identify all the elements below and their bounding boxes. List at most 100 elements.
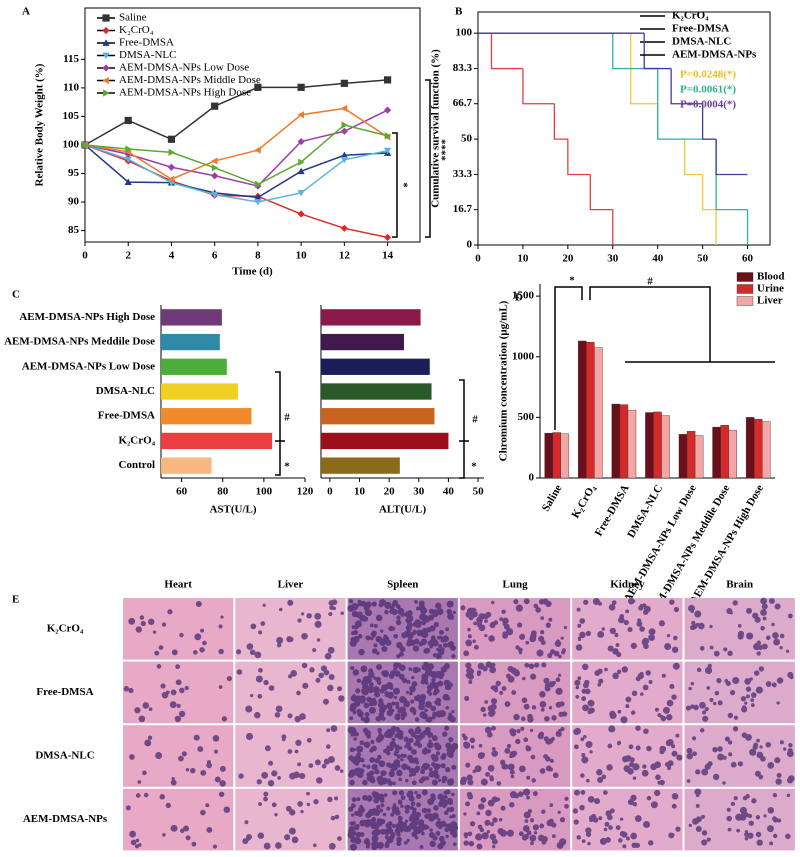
legend-swatch: [736, 296, 754, 306]
y-tick-label: 0: [467, 239, 473, 251]
data-point: [211, 102, 219, 110]
y-tick-label: 95: [68, 167, 80, 179]
y-tick-label: 50: [461, 133, 473, 145]
bar: [161, 333, 220, 351]
step-segment: [589, 174, 613, 211]
bar: [321, 333, 404, 351]
y-tick-label: 100: [63, 139, 80, 151]
data-point: [125, 145, 132, 153]
y-tick-label: 90: [68, 196, 80, 208]
bar: [586, 342, 595, 479]
bar: [678, 434, 688, 479]
significance-bracket: [392, 132, 398, 238]
panel-label: D: [515, 292, 523, 304]
x-tick-label: 60: [176, 486, 188, 498]
step-segment: [643, 33, 672, 70]
significance-bracket: [554, 286, 583, 430]
row-label: Free-DMSA: [36, 686, 93, 698]
plot-frame: [84, 7, 421, 243]
bar: [321, 432, 449, 450]
y-axis-label: Chromium concentration (μg/mL): [498, 300, 510, 461]
bar: [544, 432, 553, 479]
y-tick-label: 100: [456, 27, 473, 39]
legend-label: DMSA-NLC: [119, 49, 176, 61]
bar: [321, 408, 435, 425]
bar: [627, 409, 637, 479]
bar: [653, 411, 662, 479]
bar: [594, 347, 603, 479]
legend-marker: [102, 14, 110, 22]
data-point: [254, 193, 262, 201]
annotation: P=0.0004(*): [680, 99, 736, 111]
data-point: [124, 116, 132, 125]
cell-nuclei: [464, 661, 568, 723]
significance-bracket: [589, 286, 711, 362]
cell-nuclei: [349, 661, 456, 724]
y-tick-label: 16.7: [453, 203, 473, 215]
x-tick-label: 0: [82, 250, 88, 262]
row-label: K₂CrO₄: [47, 622, 84, 634]
y-tick-label: 0: [529, 472, 535, 484]
data-point: [167, 175, 175, 183]
category-label: Free-DMSA: [593, 483, 632, 539]
data-point: [341, 121, 348, 129]
step-segment: [630, 33, 658, 105]
cell-nuclei: [575, 597, 680, 658]
legend-label: AEM-DMSA-NPs High Dose: [119, 87, 251, 99]
annotation: #: [647, 276, 653, 288]
data-point: [211, 191, 219, 199]
panel-label: A: [22, 6, 30, 18]
x-tick-label: 50: [697, 253, 709, 265]
significance-bracket: [425, 79, 431, 238]
legend-label: DMSA-NLC: [672, 36, 731, 48]
row-label: DMSA-NLC: [35, 750, 94, 762]
bar: [694, 435, 704, 479]
bar: [712, 426, 721, 479]
x-tick-label: 10: [296, 250, 308, 262]
legend-swatch: [736, 284, 754, 294]
data-point: [124, 178, 132, 185]
data-point: [340, 104, 348, 113]
cell-nuclei: [129, 734, 226, 787]
step-segment: [490, 33, 523, 70]
data-point: [168, 148, 176, 156]
x-tick-label: 6: [212, 250, 218, 262]
cell-nuclei: [236, 662, 345, 723]
bar: [762, 421, 771, 479]
x-axis-label: ALT(U/L): [379, 504, 427, 516]
data-point: [384, 132, 392, 140]
annotation: #: [284, 412, 290, 424]
legend-marker: [102, 64, 110, 72]
data-point: [340, 151, 348, 159]
cell-nuclei: [460, 598, 568, 659]
bar: [578, 340, 587, 479]
cell-nuclei: [573, 725, 683, 786]
row-label: AEM-DMSA-NPs: [23, 813, 108, 825]
bar: [720, 425, 729, 479]
data-point: [167, 163, 176, 171]
x-tick-label: 0: [327, 486, 333, 498]
y-axis-label: Relative Body Weight (%): [34, 63, 46, 186]
cell-nuclei: [236, 599, 344, 660]
cell-nuclei: [459, 725, 565, 786]
data-point: [298, 158, 305, 166]
annotation: *: [397, 182, 409, 188]
histology-image: [684, 725, 795, 787]
step-segment: [567, 139, 591, 176]
bar: [560, 433, 570, 479]
category-label: Saline: [540, 483, 565, 514]
annotation: #: [472, 414, 478, 426]
cell-nuclei: [123, 664, 233, 723]
data-point: [254, 199, 262, 206]
y-tick-label: 85: [68, 224, 80, 236]
data-point: [340, 127, 348, 135]
bar: [661, 415, 670, 479]
category-label: DMSA-NLC: [96, 385, 155, 397]
y-tick-label: 83.3: [453, 62, 473, 74]
category-label: AEM-DMSA-NPs Meddile Dose: [4, 336, 155, 348]
series-line: [84, 144, 388, 203]
x-axis-label: AST(U/L): [209, 504, 256, 516]
step-segment: [701, 103, 717, 140]
data-point: [383, 76, 392, 84]
